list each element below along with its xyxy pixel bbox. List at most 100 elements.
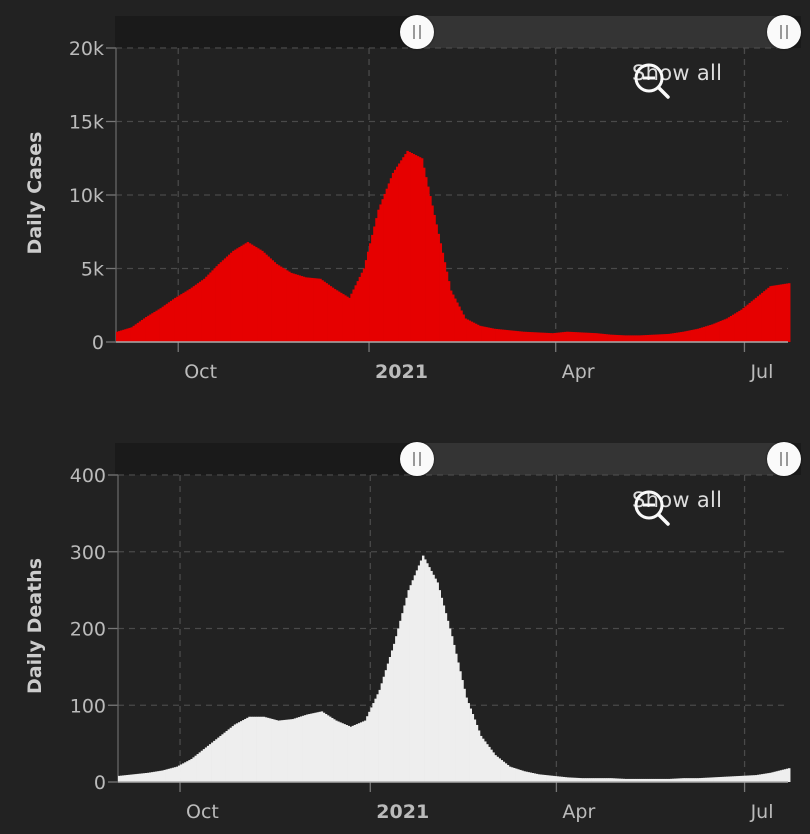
bar <box>630 778 634 782</box>
bar <box>341 723 344 782</box>
range-slider-right-handle[interactable] <box>767 442 801 476</box>
range-slider-left-handle[interactable] <box>400 442 434 476</box>
bar <box>217 264 221 342</box>
bar <box>765 289 768 342</box>
bar <box>140 773 144 782</box>
bar <box>435 224 438 342</box>
bar <box>711 324 714 342</box>
bar <box>312 713 315 782</box>
bar <box>634 778 638 782</box>
bar <box>342 294 345 342</box>
bar <box>727 317 731 342</box>
bar <box>271 260 275 342</box>
bar <box>437 233 440 342</box>
bar <box>495 328 499 342</box>
bar <box>355 724 359 782</box>
bar <box>409 585 413 782</box>
bar <box>345 724 348 782</box>
bar <box>246 242 250 342</box>
bar <box>200 750 204 782</box>
show-all-button[interactable]: Show all <box>632 61 722 99</box>
bar <box>464 318 467 342</box>
bar <box>324 714 328 782</box>
show-all-button[interactable]: Show all <box>632 488 722 526</box>
bar <box>348 297 351 342</box>
bar <box>237 722 241 782</box>
bar <box>471 714 475 782</box>
bar <box>327 284 331 342</box>
bar <box>399 620 402 782</box>
bar <box>643 778 646 782</box>
bar <box>655 778 659 782</box>
bar <box>375 218 378 342</box>
bar <box>405 597 408 782</box>
bar <box>180 294 183 342</box>
y-axis-label: Daily Deaths <box>24 558 46 695</box>
range-slider-right-handle[interactable] <box>767 15 801 49</box>
bar <box>344 295 347 342</box>
bar <box>225 256 229 342</box>
bar <box>688 778 692 782</box>
bar <box>404 154 407 342</box>
bar <box>642 335 646 342</box>
bar <box>291 719 295 782</box>
bar <box>508 766 512 782</box>
bar <box>468 320 472 342</box>
bar <box>182 763 185 782</box>
bar <box>485 327 488 342</box>
bar <box>165 769 169 782</box>
bar <box>556 776 559 782</box>
bar <box>126 774 129 782</box>
bar <box>192 757 195 782</box>
bar <box>178 295 181 342</box>
bar <box>564 777 568 782</box>
bar <box>422 167 426 342</box>
bar <box>211 270 214 342</box>
y-tick-label: 100 <box>70 695 106 717</box>
range-slider-selection[interactable] <box>418 16 784 48</box>
bar <box>694 778 698 782</box>
bar <box>752 299 756 342</box>
bar <box>566 331 569 342</box>
bar <box>398 163 401 342</box>
bar <box>188 289 192 342</box>
bar <box>548 775 551 782</box>
bar <box>275 264 279 342</box>
bar <box>441 252 445 342</box>
y-tick-label: 0 <box>92 332 104 354</box>
bar <box>781 284 785 342</box>
range-slider-left-handle[interactable] <box>400 15 434 49</box>
bar <box>742 307 745 342</box>
bar <box>493 328 496 342</box>
bar <box>259 249 262 342</box>
bar <box>402 157 405 342</box>
bar <box>206 745 210 782</box>
range-slider-selection[interactable] <box>418 443 784 475</box>
bar <box>377 209 380 342</box>
bar <box>248 243 252 342</box>
bar <box>304 715 307 782</box>
bar <box>279 266 283 342</box>
x-tick-label: 2021 <box>376 801 429 823</box>
bar <box>746 304 749 342</box>
bar <box>306 277 310 342</box>
bar <box>217 737 220 782</box>
bar <box>163 305 167 342</box>
bar <box>769 772 772 782</box>
bar <box>319 278 322 342</box>
bar <box>532 332 536 342</box>
bar <box>717 777 721 782</box>
bar <box>359 722 363 782</box>
bar <box>550 775 553 782</box>
bar <box>752 775 756 782</box>
bar <box>562 776 566 782</box>
bar <box>530 332 534 342</box>
bar <box>159 308 163 342</box>
bar <box>252 245 256 342</box>
bar <box>767 287 770 342</box>
daily-deaths-panel: 0 100 200 300 400 Oct 2021 Apr Jul Show all Dail… <box>0 427 810 834</box>
bar <box>709 777 712 782</box>
bar <box>326 715 330 782</box>
bar <box>686 778 690 782</box>
bar <box>736 776 739 782</box>
